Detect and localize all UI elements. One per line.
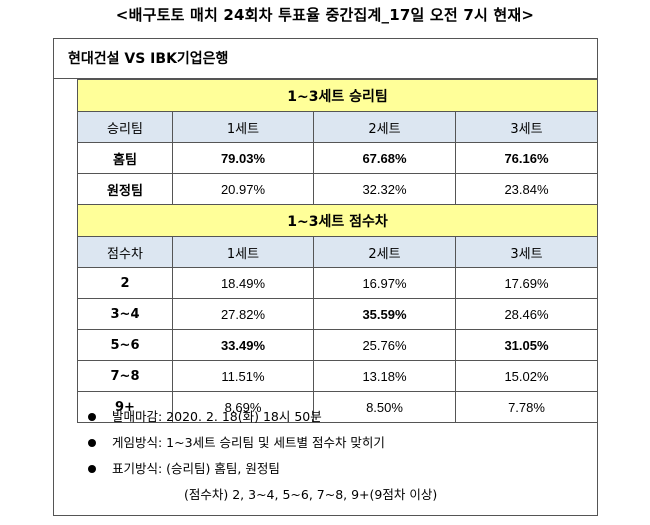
header-point-margin: 점수차	[77, 236, 173, 268]
table-row: 9+ 8.69% 8.50% 7.78%	[77, 391, 598, 423]
value-cell: 13.18%	[313, 360, 456, 392]
row-label-home: 홈팀	[77, 142, 173, 174]
note-text: 표기방식: (승리팀) 홈팀, 원정팀	[112, 461, 280, 476]
row-label-margin: 2	[77, 267, 173, 299]
list-item: 게임방식: 1~3세트 승리팀 및 세트별 점수차 맞히기	[88, 432, 385, 454]
table-row: 원정팀 20.97% 32.32% 23.84%	[77, 173, 598, 205]
bullet-icon	[88, 438, 96, 447]
header-set-3: 3세트	[455, 236, 598, 268]
bullet-icon	[88, 464, 96, 473]
table-row: 2 18.49% 16.97% 17.69%	[77, 267, 598, 299]
value-cell: 33.49%	[172, 329, 314, 361]
value-cell: 28.46%	[455, 298, 598, 330]
value-cell: 16.97%	[313, 267, 456, 299]
value-cell: 35.59%	[313, 298, 456, 330]
value-cell: 27.82%	[172, 298, 314, 330]
vote-summary-frame: 현대건설 VS IBK기업은행 1~3세트 승리팀 승리팀 1세트 2세트 3세…	[53, 38, 598, 516]
value-cell: 79.03%	[172, 142, 314, 174]
value-cell: 8.50%	[313, 391, 456, 423]
vote-rate-table: 1~3세트 승리팀 승리팀 1세트 2세트 3세트 홈팀 79.03% 67.6…	[77, 79, 598, 423]
row-label-away: 원정팀	[77, 173, 173, 205]
match-title: 현대건설 VS IBK기업은행	[54, 39, 597, 79]
page-title: <배구토토 매치 24회차 투표율 중간집계_17일 오전 7시 현재>	[115, 6, 535, 24]
value-cell: 7.78%	[455, 391, 598, 423]
note-text: 게임방식: 1~3세트 승리팀 및 세트별 점수차 맞히기	[112, 435, 385, 450]
value-cell: 23.84%	[455, 173, 598, 205]
table-row: 홈팀 79.03% 67.68% 76.16%	[77, 142, 598, 174]
note-continuation: (점수차) 2, 3~4, 5~6, 7~8, 9+(9점차 이상)	[184, 487, 438, 502]
section-winner-title: 1~3세트 승리팀	[77, 79, 598, 112]
value-cell: 8.69%	[172, 391, 314, 423]
header-set-1: 1세트	[172, 236, 314, 268]
value-cell: 15.02%	[455, 360, 598, 392]
header-set-2: 2세트	[313, 236, 456, 268]
value-cell: 32.32%	[313, 173, 456, 205]
note-text: 발매마감: 2020. 2. 18(화) 18시 50분	[112, 409, 322, 424]
table-row: 5~6 33.49% 25.76% 31.05%	[77, 329, 598, 361]
row-label-margin: 7~8	[77, 360, 173, 392]
value-cell: 31.05%	[455, 329, 598, 361]
value-cell: 11.51%	[172, 360, 314, 392]
list-item: 발매마감: 2020. 2. 18(화) 18시 50분	[88, 406, 322, 428]
row-label-margin: 3~4	[77, 298, 173, 330]
list-item: 표기방식: (승리팀) 홈팀, 원정팀	[88, 458, 280, 480]
value-cell: 76.16%	[455, 142, 598, 174]
section-margin-title: 1~3세트 점수차	[77, 204, 598, 237]
header-set-1: 1세트	[172, 111, 314, 143]
header-set-2: 2세트	[313, 111, 456, 143]
value-cell: 17.69%	[455, 267, 598, 299]
value-cell: 18.49%	[172, 267, 314, 299]
table-row: 3~4 27.82% 35.59% 28.46%	[77, 298, 598, 330]
table-row: 7~8 11.51% 13.18% 15.02%	[77, 360, 598, 392]
header-winner-team: 승리팀	[77, 111, 173, 143]
value-cell: 20.97%	[172, 173, 314, 205]
value-cell: 25.76%	[313, 329, 456, 361]
bullet-icon	[88, 412, 96, 421]
value-cell: 67.68%	[313, 142, 456, 174]
row-label-margin: 5~6	[77, 329, 173, 361]
header-set-3: 3세트	[455, 111, 598, 143]
